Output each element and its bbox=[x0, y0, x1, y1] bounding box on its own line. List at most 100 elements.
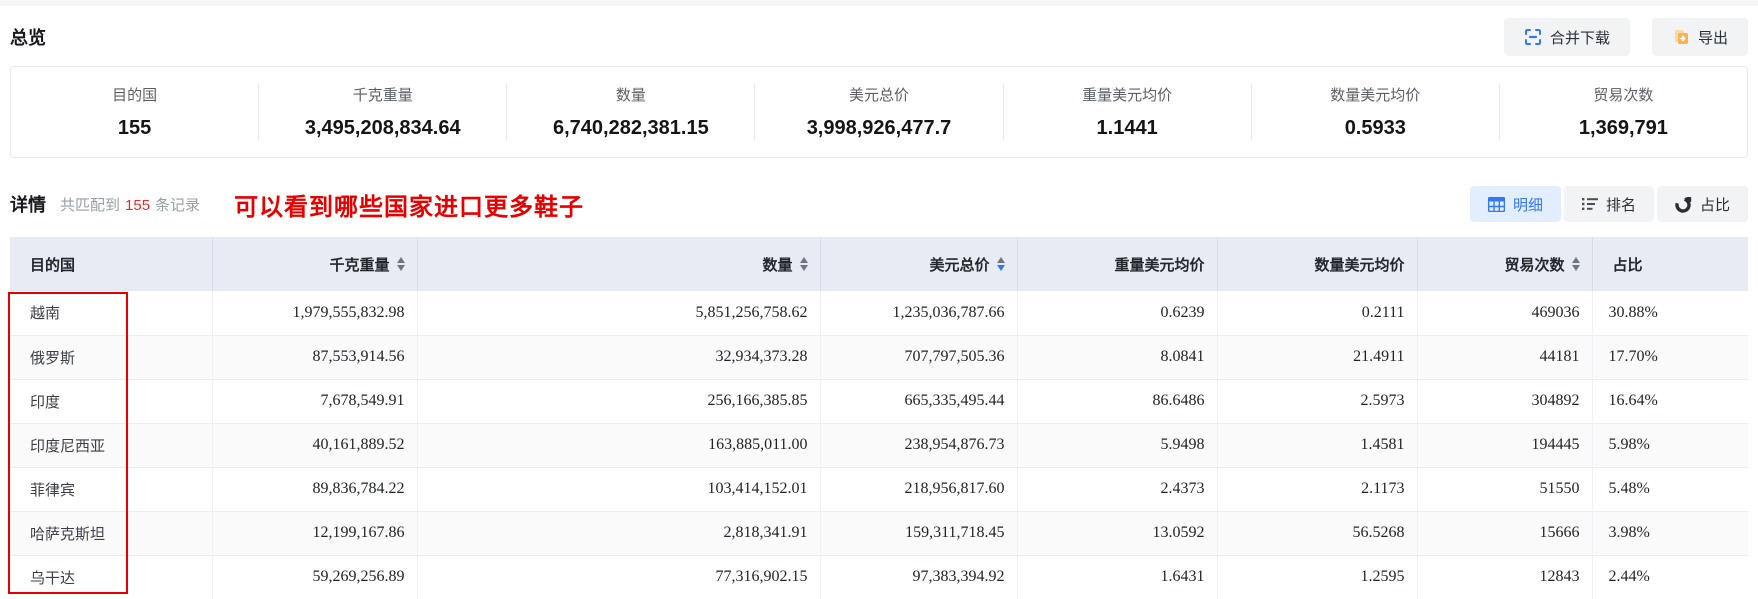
sort-carets[interactable] bbox=[1571, 257, 1580, 271]
stat-value: 6,740,282,381.15 bbox=[553, 117, 709, 139]
cell-value: 1,235,036,787.66 bbox=[820, 291, 1018, 336]
overview-header: 总览 合并下载 导出 bbox=[0, 6, 1758, 58]
cell-value: 2,818,341.91 bbox=[417, 511, 821, 556]
cell-value: 7,678,549.91 bbox=[212, 379, 418, 424]
cell-value: 86.6486 bbox=[1017, 379, 1218, 424]
cell-value: 0.2111 bbox=[1217, 291, 1418, 336]
toolbar: 合并下载 导出 bbox=[1503, 18, 1748, 56]
match-text: 共匹配到 155 条记录 bbox=[60, 194, 200, 215]
cell-value: 2.1173 bbox=[1217, 467, 1418, 512]
cell-proportion: 2.44% bbox=[1592, 555, 1748, 599]
cell-value: 163,885,011.00 bbox=[417, 423, 821, 468]
cell-value: 51550 bbox=[1417, 467, 1593, 512]
stat-quantity: 数量 6,740,282,381.15 bbox=[506, 84, 754, 140]
export-button[interactable]: 导出 bbox=[1651, 18, 1748, 56]
table-row: 越南 1,979,555,832.98 5,851,256,758.62 1,235,… bbox=[10, 291, 1748, 336]
match-prefix: 共匹配到 bbox=[60, 196, 121, 214]
match-count: 155 bbox=[125, 196, 151, 214]
detail-title: 详情 bbox=[10, 195, 46, 215]
match-suffix: 条记录 bbox=[155, 196, 201, 214]
cell-proportion: 5.48% bbox=[1592, 467, 1748, 512]
cell-country: 乌干达 bbox=[10, 555, 213, 599]
tab-detail-label: 明细 bbox=[1512, 196, 1543, 214]
table-header-row: 目的国 千克重量 数量 美元总价 重量美元均价 数量美元均价 贸易次数 占比 bbox=[10, 237, 1748, 291]
cell-value: 77,316,902.15 bbox=[417, 555, 821, 599]
cell-value: 1.4581 bbox=[1217, 423, 1418, 468]
ranking-icon bbox=[1581, 197, 1598, 211]
cell-country: 菲律宾 bbox=[10, 467, 213, 512]
stat-value: 1.1441 bbox=[1096, 117, 1158, 139]
cell-proportion: 5.98% bbox=[1592, 423, 1748, 468]
col-header-usd-per-weight: 重量美元均价 bbox=[1017, 237, 1218, 291]
page-title: 总览 bbox=[10, 28, 46, 48]
cell-value: 1,979,555,832.98 bbox=[212, 291, 418, 336]
export-label: 导出 bbox=[1697, 29, 1728, 47]
cell-value: 2.4373 bbox=[1017, 467, 1218, 512]
stat-label: 美元总价 bbox=[848, 87, 909, 104]
cell-country: 印度 bbox=[10, 379, 213, 424]
cell-value: 304892 bbox=[1417, 379, 1593, 424]
stat-label: 数量 bbox=[615, 87, 646, 104]
cell-value: 5,851,256,758.62 bbox=[417, 291, 821, 336]
cell-value: 194445 bbox=[1417, 423, 1593, 468]
sort-carets[interactable] bbox=[799, 257, 808, 271]
cell-value: 469036 bbox=[1417, 291, 1593, 336]
stat-usd-total: 美元总价 3,998,926,477.7 bbox=[754, 84, 1002, 140]
stat-label: 目的国 bbox=[112, 87, 158, 104]
cell-country: 越南 bbox=[10, 291, 213, 336]
table-row: 印度尼西亚 40,161,889.52 163,885,011.00 238,954,… bbox=[10, 423, 1748, 468]
stat-label: 贸易次数 bbox=[1593, 87, 1654, 104]
tab-ranking[interactable]: 排名 bbox=[1563, 186, 1654, 222]
cell-value: 12,199,167.86 bbox=[212, 511, 418, 556]
table-body: 越南 1,979,555,832.98 5,851,256,758.62 1,235,… bbox=[10, 291, 1748, 599]
col-header-usd-per-quantity: 数量美元均价 bbox=[1217, 237, 1418, 291]
cell-value: 5.9498 bbox=[1017, 423, 1218, 468]
col-header-proportion: 占比 bbox=[1592, 237, 1748, 291]
cell-value: 1.6431 bbox=[1017, 555, 1218, 599]
stat-value: 0.5933 bbox=[1344, 117, 1406, 139]
cell-value: 8.0841 bbox=[1017, 335, 1218, 380]
cell-value: 1.2595 bbox=[1217, 555, 1418, 599]
pie-icon bbox=[1675, 196, 1692, 213]
stat-label: 重量美元均价 bbox=[1082, 87, 1173, 104]
cell-value: 59,269,256.89 bbox=[212, 555, 418, 599]
stat-value: 1,369,791 bbox=[1578, 117, 1668, 139]
top-edge-strip bbox=[0, 0, 1758, 6]
col-header-kg-weight[interactable]: 千克重量 bbox=[212, 237, 418, 291]
stat-kg-weight: 千克重量 3,495,208,834.64 bbox=[258, 84, 506, 140]
cell-value: 665,335,495.44 bbox=[820, 379, 1018, 424]
stat-trade-count: 贸易次数 1,369,791 bbox=[1498, 84, 1747, 140]
table-row: 哈萨克斯坦 12,199,167.86 2,818,341.91 159,311,71… bbox=[10, 511, 1748, 556]
sort-carets[interactable] bbox=[396, 257, 405, 271]
table-row: 印度 7,678,549.91 256,166,385.85 665,335,495.… bbox=[10, 379, 1748, 424]
stat-value: 155 bbox=[117, 117, 152, 139]
cell-value: 40,161,889.52 bbox=[212, 423, 418, 468]
cell-country: 哈萨克斯坦 bbox=[10, 511, 213, 556]
merge-download-label: 合并下载 bbox=[1549, 29, 1610, 47]
cell-value: 13.0592 bbox=[1017, 511, 1218, 556]
cell-value: 103,414,152.01 bbox=[417, 467, 821, 512]
cell-value: 238,954,876.73 bbox=[820, 423, 1018, 468]
detail-table: 目的国 千克重量 数量 美元总价 重量美元均价 数量美元均价 贸易次数 占比 越… bbox=[10, 237, 1748, 599]
tab-proportion[interactable]: 占比 bbox=[1656, 186, 1748, 222]
cell-value: 256,166,385.85 bbox=[417, 379, 821, 424]
cell-proportion: 30.88% bbox=[1592, 291, 1748, 336]
cell-value: 87,553,914.56 bbox=[212, 335, 418, 380]
col-header-destination: 目的国 bbox=[10, 237, 213, 291]
sort-carets[interactable] bbox=[996, 257, 1005, 271]
cell-value: 218,956,817.60 bbox=[820, 467, 1018, 512]
cell-value: 707,797,505.36 bbox=[820, 335, 1018, 380]
cell-value: 56.5268 bbox=[1217, 511, 1418, 556]
stat-destination-countries: 目的国 155 bbox=[11, 84, 258, 140]
table-row: 俄罗斯 87,553,914.56 32,934,373.28 707,797,505… bbox=[10, 335, 1748, 380]
merge-download-button[interactable]: 合并下载 bbox=[1503, 18, 1630, 56]
col-header-trade-count[interactable]: 贸易次数 bbox=[1417, 237, 1593, 291]
stat-usd-per-quantity: 数量美元均价 0.5933 bbox=[1250, 84, 1499, 140]
cell-value: 21.4911 bbox=[1217, 335, 1418, 380]
col-header-quantity[interactable]: 数量 bbox=[417, 237, 821, 291]
tab-detail[interactable]: 明细 bbox=[1469, 186, 1561, 222]
overview-stats-card: 目的国 155 千克重量 3,495,208,834.64 数量 6,740,2… bbox=[10, 66, 1748, 158]
table-grid-icon bbox=[1487, 196, 1505, 212]
col-header-usd-total[interactable]: 美元总价 bbox=[820, 237, 1018, 291]
detail-table-wrap: 目的国 千克重量 数量 美元总价 重量美元均价 数量美元均价 贸易次数 占比 越… bbox=[8, 237, 1748, 599]
